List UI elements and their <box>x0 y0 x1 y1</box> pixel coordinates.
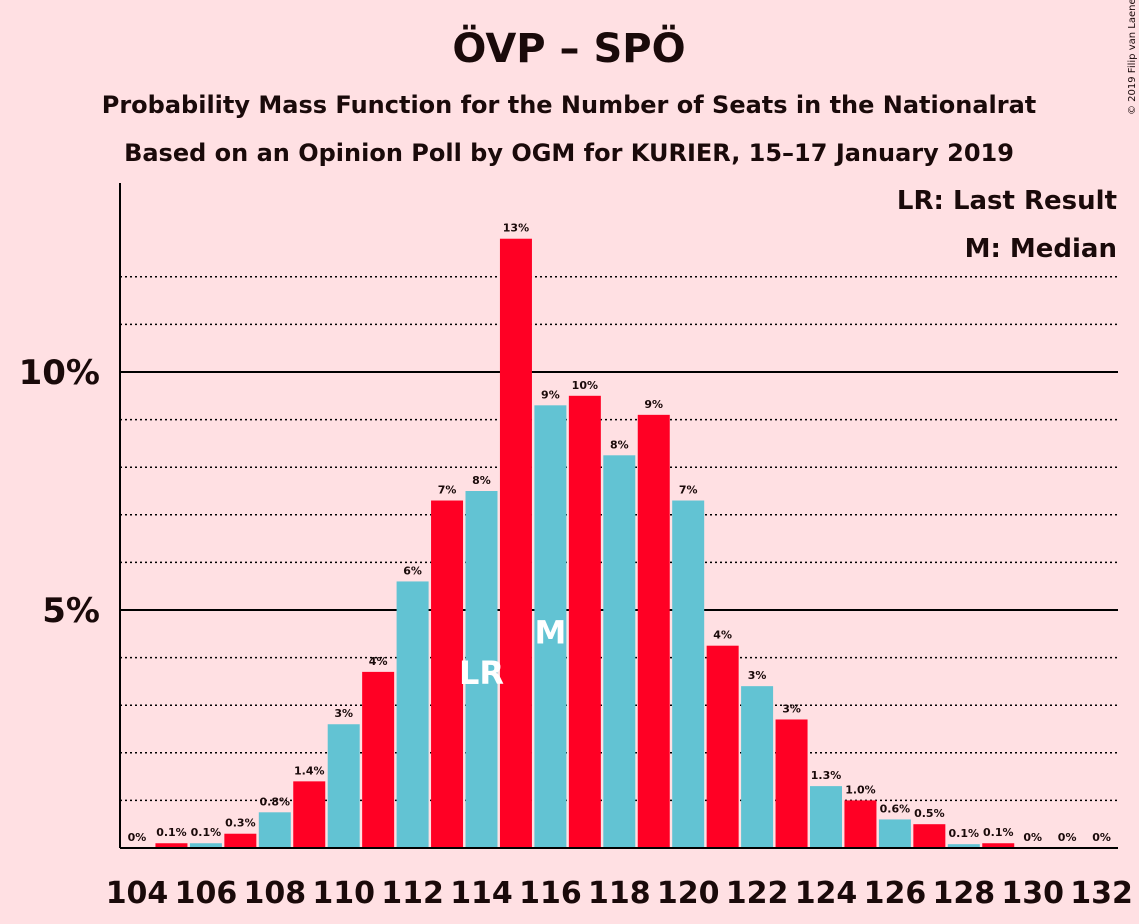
data-label-120: 7% <box>679 484 698 497</box>
x-tick-108: 108 <box>243 876 306 911</box>
last-result-marker: LR <box>459 654 504 692</box>
data-label-122: 3% <box>748 669 767 682</box>
x-tick-112: 112 <box>381 876 444 911</box>
data-label-128: 0.1% <box>949 827 980 840</box>
data-label-113: 7% <box>438 484 457 497</box>
markers: LR M <box>459 613 566 692</box>
bar-108 <box>258 812 291 848</box>
data-label-108: 0.8% <box>260 795 291 808</box>
chart-subtitle-1: Probability Mass Function for the Number… <box>102 91 1037 119</box>
x-tick-120: 120 <box>657 876 720 911</box>
x-tick-114: 114 <box>450 876 513 911</box>
bar-122 <box>741 686 774 848</box>
bar-113 <box>431 500 464 848</box>
x-tick-116: 116 <box>519 876 582 911</box>
data-label-105: 0.1% <box>156 826 187 839</box>
data-label-130: 0% <box>1023 831 1042 844</box>
x-tick-124: 124 <box>795 876 858 911</box>
bars <box>155 238 1015 849</box>
bar-117 <box>568 395 601 848</box>
data-label-131: 0% <box>1058 831 1077 844</box>
data-label-121: 4% <box>713 629 732 642</box>
bar-116 <box>534 405 567 848</box>
bar-112 <box>396 581 429 848</box>
bar-124 <box>810 786 842 848</box>
bar-115 <box>499 238 532 849</box>
data-label-110: 3% <box>334 707 353 720</box>
copyright: © 2019 Filip van Laenen <box>1127 0 1138 115</box>
x-tick-130: 130 <box>1001 876 1064 911</box>
bar-127 <box>913 824 946 848</box>
data-label-111: 4% <box>369 655 388 668</box>
data-label-116: 9% <box>541 388 560 401</box>
y-tick-5: 5% <box>42 591 100 631</box>
x-tick-122: 122 <box>726 876 789 911</box>
bar-111 <box>362 671 395 848</box>
data-label-123: 3% <box>782 702 801 715</box>
bar-119 <box>637 414 670 848</box>
bar-125 <box>844 800 877 848</box>
bar-123 <box>775 719 808 848</box>
data-label-106: 0.1% <box>191 826 222 839</box>
data-label-129: 0.1% <box>983 826 1014 839</box>
bar-114 <box>465 491 498 848</box>
bar-129 <box>982 843 1015 848</box>
data-label-107: 0.3% <box>225 817 256 830</box>
x-tick-118: 118 <box>588 876 651 911</box>
bar-107 <box>224 833 257 848</box>
data-label-124: 1.3% <box>811 769 842 782</box>
x-tick-labels: 104 106 108 110 112 114 116 118 120 122 124 126 128 1… <box>106 876 1133 911</box>
data-label-115: 13% <box>503 222 529 235</box>
data-label-118: 8% <box>610 438 629 451</box>
bar-106 <box>189 843 222 848</box>
legend-last-result: LR: Last Result <box>897 186 1117 216</box>
data-label-125: 1.0% <box>845 783 876 796</box>
bar-126 <box>878 819 911 848</box>
data-label-119: 9% <box>644 398 663 411</box>
x-tick-106: 106 <box>175 876 238 911</box>
bar-110 <box>327 724 360 848</box>
chart-title: ÖVP – SPÖ <box>452 24 685 72</box>
bar-105 <box>155 843 188 848</box>
bar-109 <box>293 781 326 848</box>
x-tick-110: 110 <box>312 876 375 911</box>
data-label-112: 6% <box>403 564 422 577</box>
axes <box>119 183 1118 849</box>
bar-128 <box>947 844 980 848</box>
data-labels: 0% 0.1% 0.1%0.3%0.8%1.4%3%4%6%7%8%13%9%10%… <box>128 222 1111 844</box>
legend-median: M: Median <box>965 234 1117 264</box>
data-label-126: 0.6% <box>880 802 911 815</box>
x-tick-128: 128 <box>932 876 995 911</box>
data-label-104: 0% <box>128 831 147 844</box>
bar-118 <box>603 455 636 848</box>
x-tick-104: 104 <box>106 876 169 911</box>
bar-120 <box>672 500 705 848</box>
x-tick-126: 126 <box>864 876 927 911</box>
data-label-127: 0.5% <box>914 807 945 820</box>
median-marker: M <box>534 613 566 651</box>
data-label-132: 0% <box>1092 831 1111 844</box>
x-tick-132: 132 <box>1070 876 1133 911</box>
bar-121 <box>706 645 739 848</box>
chart-subtitle-2: Based on an Opinion Poll by OGM for KURI… <box>124 139 1014 167</box>
y-tick-10: 10% <box>19 353 100 393</box>
data-label-117: 10% <box>572 379 598 392</box>
y-tick-labels: 5% 10% <box>19 353 100 631</box>
data-label-114: 8% <box>472 474 491 487</box>
data-label-109: 1.4% <box>294 764 325 777</box>
